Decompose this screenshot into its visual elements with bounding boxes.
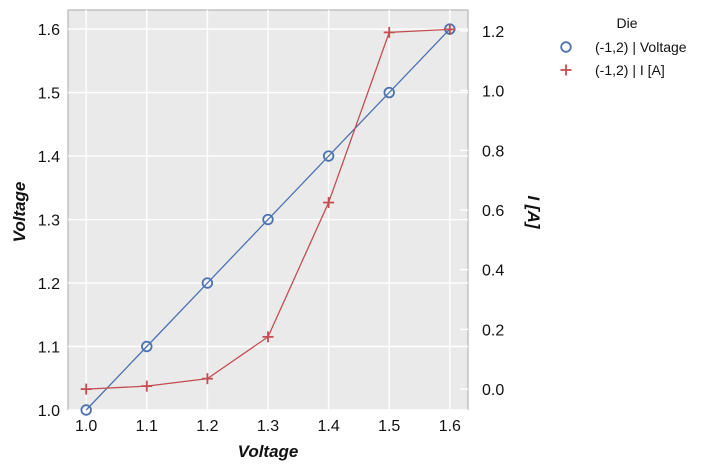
right-y-axis-ticks: 0.0 0.2 0.4 0.6 0.8 1.0 1.2 bbox=[482, 24, 504, 399]
legend-entry-voltage: (-1,2) | Voltage bbox=[595, 39, 687, 55]
legend-marker-voltage bbox=[560, 41, 572, 53]
data-point bbox=[444, 23, 456, 35]
legend-title: Die bbox=[616, 15, 637, 31]
x-axis-ticks: 1.0 1.1 1.2 1.3 1.4 1.5 1.6 bbox=[75, 418, 461, 435]
x-tick-label: 1.2 bbox=[196, 418, 218, 435]
right-y-tick-label: 0.6 bbox=[482, 203, 504, 220]
data-point bbox=[383, 26, 395, 38]
data-point bbox=[201, 277, 214, 289]
data-point bbox=[322, 150, 335, 162]
x-tick-label: 1.1 bbox=[136, 418, 158, 435]
left-y-axis-title: Voltage bbox=[10, 182, 29, 243]
data-point bbox=[262, 331, 274, 343]
right-y-tick-label: 0.4 bbox=[482, 263, 504, 280]
x-axis-title: Voltage bbox=[238, 442, 299, 461]
left-y-tick-label: 1.5 bbox=[38, 86, 60, 103]
data-point bbox=[141, 380, 153, 392]
data-point bbox=[201, 373, 213, 385]
left-y-tick-label: 1.1 bbox=[38, 340, 60, 357]
left-y-tick-label: 1.3 bbox=[38, 213, 60, 230]
right-y-tick-label: 1.2 bbox=[482, 24, 504, 41]
series-voltage bbox=[80, 23, 456, 416]
left-y-tick-label: 1.0 bbox=[38, 403, 60, 420]
left-y-axis-ticks: 1.0 1.1 1.2 1.3 1.4 1.5 1.6 bbox=[38, 22, 60, 420]
data-point bbox=[262, 213, 274, 226]
legend: Die (-1,2) | Voltage (-1,2) | I [A] bbox=[560, 15, 687, 78]
right-y-axis-title: I [A] bbox=[524, 195, 543, 229]
data-point bbox=[141, 340, 153, 353]
right-y-tick-label: 0.0 bbox=[482, 382, 504, 399]
left-y-tick-label: 1.2 bbox=[38, 276, 60, 293]
right-y-tick-label: 1.0 bbox=[482, 84, 504, 101]
series-current bbox=[80, 23, 456, 395]
series-layer bbox=[80, 23, 456, 416]
x-tick-label: 1.3 bbox=[257, 418, 279, 435]
left-y-tick-label: 1.4 bbox=[38, 149, 60, 166]
x-tick-label: 1.5 bbox=[378, 418, 400, 435]
x-tick-label: 1.0 bbox=[75, 418, 97, 435]
data-point bbox=[323, 197, 335, 209]
right-y-tick-label: 0.8 bbox=[482, 143, 504, 160]
legend-entry-current: (-1,2) | I [A] bbox=[595, 62, 665, 78]
data-point bbox=[80, 383, 92, 395]
data-point bbox=[80, 404, 92, 416]
grid bbox=[68, 10, 468, 411]
series-line bbox=[85, 28, 451, 411]
right-y-tick-label: 0.2 bbox=[482, 322, 504, 339]
x-tick-label: 1.6 bbox=[439, 418, 461, 435]
x-tick-label: 1.4 bbox=[317, 418, 339, 435]
left-y-tick-label: 1.6 bbox=[38, 22, 60, 39]
legend-marker-current bbox=[560, 64, 572, 76]
data-point bbox=[383, 86, 395, 99]
